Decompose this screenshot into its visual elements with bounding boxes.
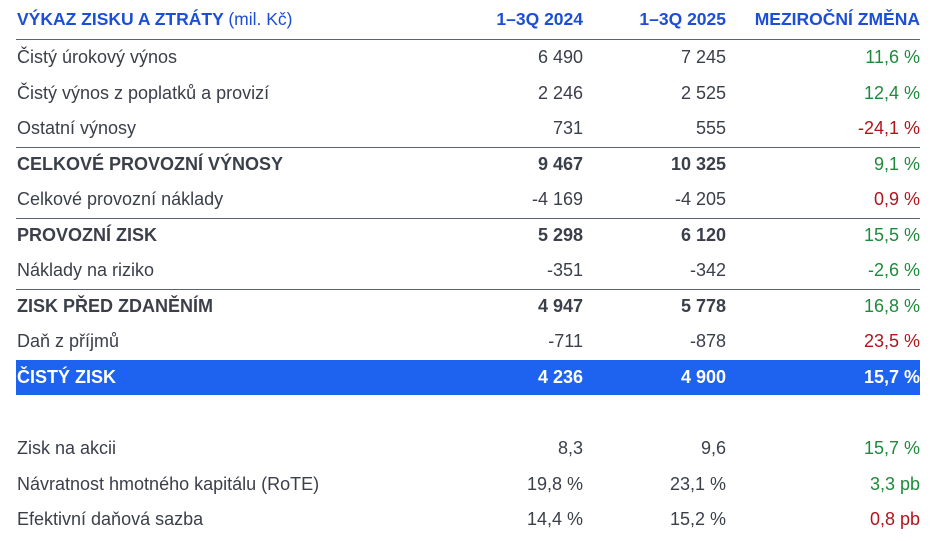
- value-2024: -351: [546, 260, 583, 281]
- table-row: Ostatní výnosy 731 555 -24,1 %: [16, 111, 920, 147]
- value-2024: 2 246: [537, 82, 583, 103]
- value-2024: 4 236: [537, 366, 583, 387]
- value-2025: 6 120: [680, 225, 726, 246]
- table-row: Celkové provozní náklady -4 169 -4 205 0…: [16, 182, 920, 218]
- value-2025: 10 325: [670, 154, 726, 175]
- value-2025: 15,2 %: [669, 509, 726, 530]
- change-value: 15,7 %: [863, 438, 920, 459]
- row-label: Návratnost hmotného kapitálu (RoTE): [17, 473, 320, 494]
- table-row: Daň z příjmů -711 -878 23,5 %: [16, 324, 920, 360]
- income-statement-table: VÝKAZ ZISKU A ZTRÁTY (mil. Kč) 1–3Q 2024…: [16, 0, 920, 538]
- change-value: 11,6 %: [865, 47, 920, 68]
- table-title: VÝKAZ ZISKU A ZTRÁTY (mil. Kč): [16, 9, 447, 30]
- row-label: Čistý úrokový výnos: [17, 47, 178, 68]
- value-2025: 2 525: [680, 82, 726, 103]
- change-value: 16,8 %: [863, 296, 920, 317]
- table-row-subtotal: PROVOZNÍ ZISK 5 298 6 120 15,5 %: [16, 217, 920, 254]
- ratio-row: Návratnost hmotného kapitálu (RoTE) 19,8…: [16, 467, 920, 503]
- value-2025: 555: [695, 118, 726, 139]
- change-value: 15,7 %: [863, 366, 920, 387]
- change-value: 12,4 %: [863, 82, 920, 103]
- value-2025: -878: [689, 331, 726, 352]
- table-header: VÝKAZ ZISKU A ZTRÁTY (mil. Kč) 1–3Q 2024…: [16, 0, 920, 40]
- table-row-subtotal: CELKOVÉ PROVOZNÍ VÝNOSY 9 467 10 325 9,1…: [16, 146, 920, 183]
- change-value: 3,3 pb: [869, 473, 920, 494]
- change-value: 15,5 %: [863, 225, 920, 246]
- row-label: Daň z příjmů: [17, 331, 120, 352]
- row-label: Celkové provozní náklady: [17, 189, 224, 210]
- row-label: Efektivní daňová sazba: [17, 509, 204, 530]
- row-label: PROVOZNÍ ZISK: [17, 225, 158, 246]
- column-header-2025: 1–3Q 2025: [639, 9, 726, 29]
- row-label: Zisk na akcii: [17, 438, 117, 459]
- title-text: VÝKAZ ZISKU A ZTRÁTY: [17, 9, 224, 29]
- column-header-change: MEZIROČNÍ ZMĚNA: [754, 9, 920, 29]
- value-2024: 14,4 %: [526, 509, 583, 530]
- table-row-subtotal: ZISK PŘED ZDANĚNÍM 4 947 5 778 16,8 %: [16, 288, 920, 325]
- value-2025: -4 205: [674, 189, 726, 210]
- row-label: CELKOVÉ PROVOZNÍ VÝNOSY: [17, 154, 284, 175]
- value-2025: 23,1 %: [669, 473, 726, 494]
- value-2024: 4 947: [537, 296, 583, 317]
- change-value: -24,1 %: [857, 118, 920, 139]
- change-value: 0,9 %: [873, 189, 920, 210]
- value-2024: 6 490: [537, 47, 583, 68]
- change-value: 23,5 %: [863, 331, 920, 352]
- value-2025: 4 900: [680, 366, 726, 387]
- change-value: -2,6 %: [867, 260, 920, 281]
- value-2024: 19,8 %: [526, 473, 583, 494]
- change-value: 9,1 %: [873, 154, 920, 175]
- column-header-2024: 1–3Q 2024: [496, 9, 583, 29]
- spacer: [16, 395, 920, 431]
- row-label: ČISTÝ ZISK: [17, 366, 117, 387]
- table-row: Čistý výnos z poplatků a provizí 2 246 2…: [16, 76, 920, 112]
- value-2024: 8,3: [557, 438, 583, 459]
- change-value: 0,8 pb: [869, 509, 920, 530]
- value-2024: -4 169: [531, 189, 583, 210]
- row-label: Ostatní výnosy: [17, 118, 137, 139]
- ratio-row: Zisk na akcii 8,3 9,6 15,7 %: [16, 431, 920, 467]
- value-2024: 731: [552, 118, 583, 139]
- table-row: Náklady na riziko -351 -342 -2,6 %: [16, 253, 920, 289]
- table-row-net-profit: ČISTÝ ZISK 4 236 4 900 15,7 %: [16, 359, 920, 395]
- unit-text: (mil. Kč): [228, 9, 293, 29]
- value-2024: -711: [548, 331, 583, 352]
- value-2024: 9 467: [537, 154, 583, 175]
- value-2025: 5 778: [680, 296, 726, 317]
- value-2025: 7 245: [680, 47, 726, 68]
- table-row: Čistý úrokový výnos 6 490 7 245 11,6 %: [16, 40, 920, 76]
- value-2024: 5 298: [537, 225, 583, 246]
- value-2025: 9,6: [700, 438, 726, 459]
- row-label: ZISK PŘED ZDANĚNÍM: [17, 296, 214, 317]
- row-label: Náklady na riziko: [17, 260, 155, 281]
- value-2025: -342: [689, 260, 726, 281]
- row-label: Čistý výnos z poplatků a provizí: [17, 82, 270, 103]
- ratio-row: Efektivní daňová sazba 14,4 % 15,2 % 0,8…: [16, 502, 920, 538]
